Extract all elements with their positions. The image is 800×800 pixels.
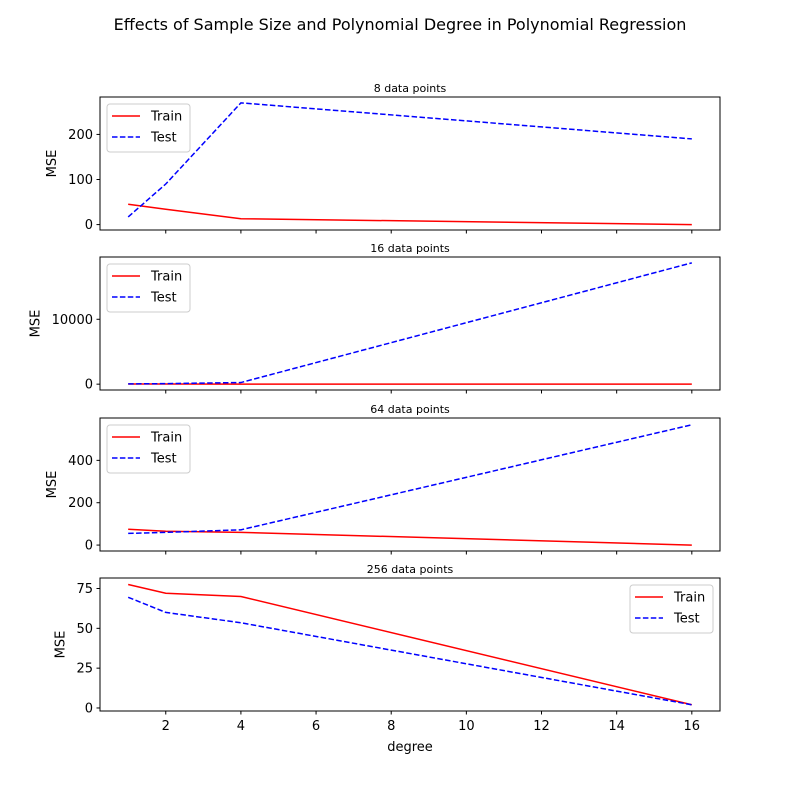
y-tick-label: 400 bbox=[68, 454, 93, 469]
y-tick-label: 0 bbox=[85, 218, 93, 233]
legend-label-test: Test bbox=[673, 612, 700, 627]
y-tick-label: 50 bbox=[76, 622, 93, 637]
y-tick-label: 75 bbox=[76, 582, 93, 597]
x-tick-label: 2 bbox=[162, 719, 170, 734]
legend: Train Test bbox=[106, 103, 191, 153]
axes-frame bbox=[99, 96, 721, 231]
series-line-train bbox=[128, 203, 692, 226]
series-line-test bbox=[128, 262, 693, 385]
y-axis-label: MSE bbox=[29, 310, 44, 338]
y-tick-label: 0 bbox=[85, 701, 93, 716]
y-tick-label: 0 bbox=[85, 378, 93, 393]
y-axis-label: MSE bbox=[53, 631, 68, 659]
axes-frame bbox=[99, 256, 721, 391]
legend-label-train: Train bbox=[673, 591, 705, 606]
y-tick-label: 25 bbox=[76, 662, 93, 677]
legend-label-train: Train bbox=[150, 431, 182, 446]
y-tick-label: 10000 bbox=[52, 313, 93, 328]
series-line-train bbox=[128, 583, 692, 706]
subplot-title: 64 data points bbox=[370, 403, 450, 416]
subplot-title: 16 data points bbox=[370, 242, 450, 255]
x-tick-label: 10 bbox=[458, 719, 475, 734]
legend: Train Test bbox=[629, 584, 714, 634]
y-tick-label: 200 bbox=[68, 496, 93, 511]
legend-label-test: Test bbox=[150, 131, 177, 146]
subplot-4: 256 data points 0 25 50 75 2 4 6 8 10 12 14 16 MSE deg… bbox=[53, 563, 721, 755]
legend-label-test: Test bbox=[150, 291, 177, 306]
axes-frame bbox=[99, 577, 721, 712]
y-tick-label: 0 bbox=[85, 539, 93, 554]
y-tick-label: 100 bbox=[68, 173, 93, 188]
legend: Train Test bbox=[106, 263, 191, 313]
x-axis-label: degree bbox=[387, 740, 433, 755]
subplot-2: 16 data points 0 10000 MSE Train Test bbox=[29, 242, 721, 394]
figure-title: Effects of Sample Size and Polynomial De… bbox=[114, 15, 687, 34]
y-axis-label: MSE bbox=[45, 150, 60, 178]
y-axis-label: MSE bbox=[45, 471, 60, 499]
series-line-test bbox=[128, 424, 692, 535]
subplot-3: 64 data points 0 200 400 MSE Train Test bbox=[45, 403, 721, 555]
x-tick-label: 14 bbox=[608, 719, 625, 734]
subplot-title: 8 data points bbox=[374, 82, 447, 95]
x-tick-label: 12 bbox=[533, 719, 550, 734]
legend-label-train: Train bbox=[150, 270, 182, 285]
x-tick-label: 16 bbox=[684, 719, 701, 734]
x-tick-label: 8 bbox=[387, 719, 395, 734]
x-tick-label: 6 bbox=[312, 719, 320, 734]
x-tick-label: 4 bbox=[237, 719, 245, 734]
subplot-title: 256 data points bbox=[367, 563, 454, 576]
legend-label-train: Train bbox=[150, 110, 182, 125]
legend: Train Test bbox=[106, 424, 191, 474]
legend-label-test: Test bbox=[150, 452, 177, 467]
y-tick-label: 200 bbox=[68, 128, 93, 143]
subplot-1: 8 data points 0 100 200 MSE Train Test bbox=[45, 82, 721, 234]
series-line-test bbox=[127, 102, 692, 218]
series-line-test bbox=[127, 596, 692, 706]
axes-frame bbox=[99, 417, 721, 552]
